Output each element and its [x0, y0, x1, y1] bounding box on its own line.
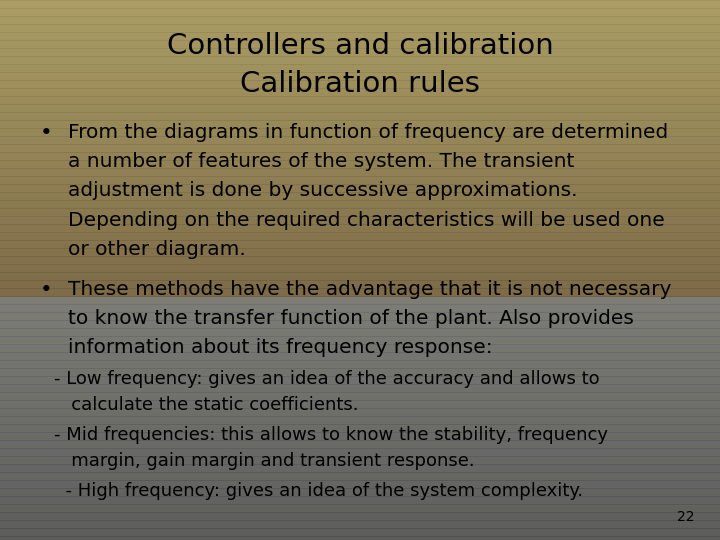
Text: information about its frequency response:: information about its frequency response… — [68, 338, 493, 357]
Text: or other diagram.: or other diagram. — [68, 240, 246, 259]
Text: Calibration rules: Calibration rules — [240, 70, 480, 98]
Text: - Low frequency: gives an idea of the accuracy and allows to: - Low frequency: gives an idea of the ac… — [54, 370, 600, 388]
Text: a number of features of the system. The transient: a number of features of the system. The … — [68, 152, 575, 171]
Text: adjustment is done by successive approximations.: adjustment is done by successive approxi… — [68, 181, 578, 200]
Text: to know the transfer function of the plant. Also provides: to know the transfer function of the pla… — [68, 309, 634, 328]
Text: •: • — [40, 123, 53, 143]
Text: From the diagrams in function of frequency are determined: From the diagrams in function of frequen… — [68, 123, 669, 142]
Text: - High frequency: gives an idea of the system complexity.: - High frequency: gives an idea of the s… — [54, 482, 583, 500]
Text: 22: 22 — [678, 510, 695, 524]
Text: Controllers and calibration: Controllers and calibration — [166, 32, 554, 60]
Text: •: • — [40, 280, 53, 300]
Text: calculate the static coefficients.: calculate the static coefficients. — [54, 396, 359, 414]
Text: margin, gain margin and transient response.: margin, gain margin and transient respon… — [54, 452, 474, 470]
Text: - Mid frequencies: this allows to know the stability, frequency: - Mid frequencies: this allows to know t… — [54, 426, 608, 444]
Text: Depending on the required characteristics will be used one: Depending on the required characteristic… — [68, 211, 665, 229]
Text: These methods have the advantage that it is not necessary: These methods have the advantage that it… — [68, 280, 672, 299]
